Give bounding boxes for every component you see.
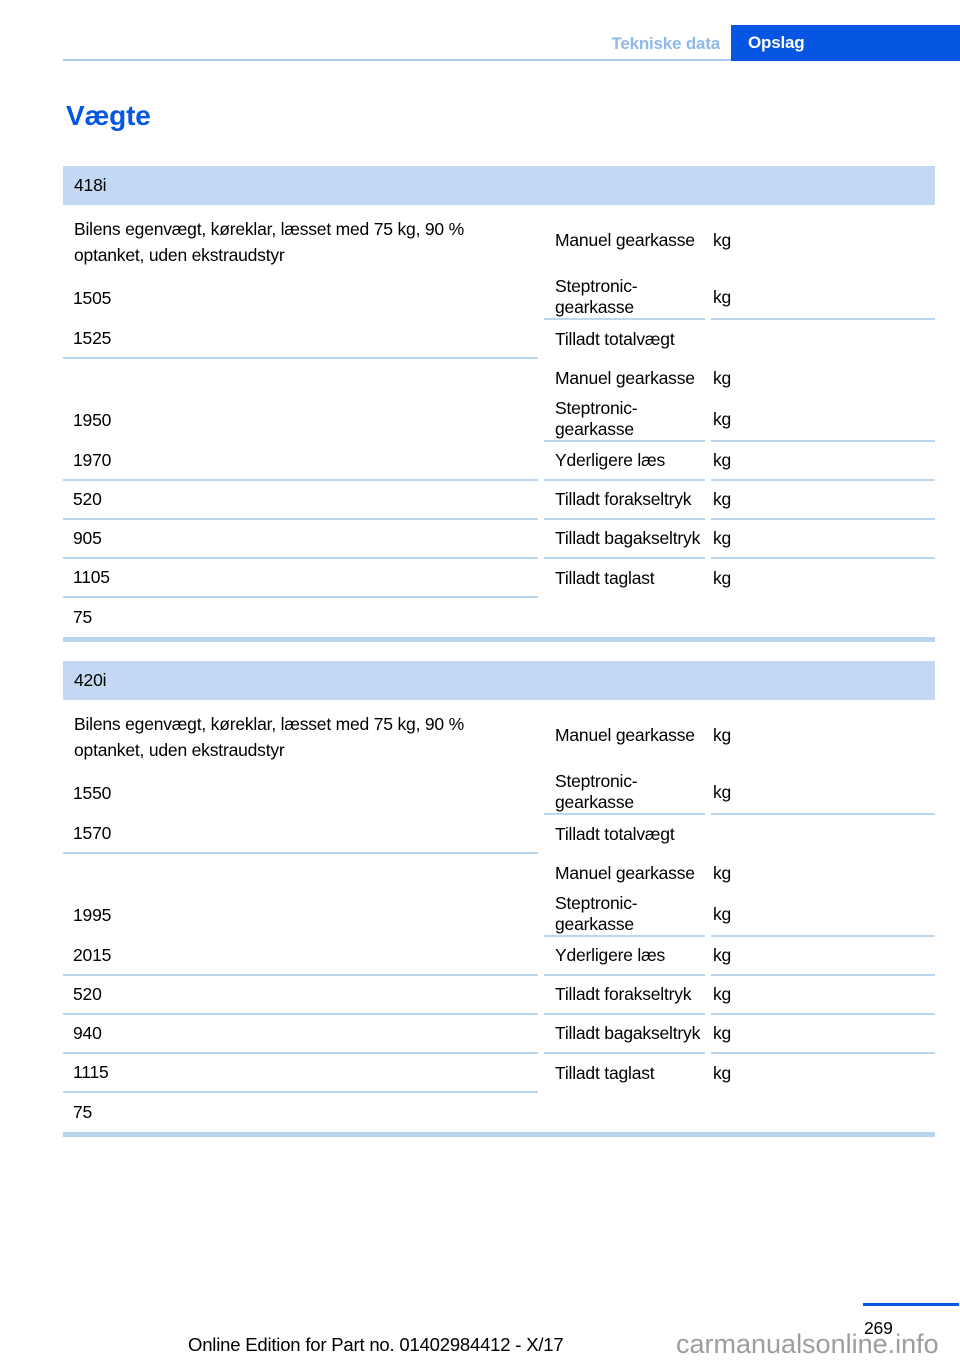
table-bottom-rule: [63, 637, 935, 642]
table-row-label: Tilladt taglast: [555, 568, 655, 588]
table-row-value: 2015: [63, 937, 538, 976]
table-section-label: Tilladt totalvægt: [555, 824, 675, 844]
header-divider: [63, 59, 731, 61]
table-row-label: Tilladt taglast: [555, 1063, 655, 1083]
table-row-value: 1570: [63, 815, 538, 854]
table-row-value: 1525: [63, 320, 538, 359]
table-row-label: Steptronic-gearkasse: [544, 771, 705, 815]
table-row-value: 940: [63, 1015, 538, 1054]
table-row-label: Yderligere læs: [544, 937, 705, 976]
table-row-label: Manuel gearkasse: [555, 230, 695, 250]
table-row-unit: [711, 815, 935, 854]
table-row-value: 1970: [63, 442, 538, 481]
weights-table-418i: 418i Bilens egenvægt, køreklar, læsset m…: [63, 166, 935, 642]
table-model-header: 418i: [63, 166, 935, 205]
table-row-value: 75: [73, 1102, 93, 1122]
table-row-label: Steptronic-gearkasse: [544, 276, 705, 320]
table-row-value: 1115: [63, 1054, 538, 1093]
edition-note: Online Edition for Part no. 01402984412 …: [188, 1334, 564, 1355]
table-row-unit: kg: [711, 937, 935, 976]
chapter-tab-label: Opslag: [748, 33, 805, 52]
table-row-label: Tilladt bagakseltryk: [544, 520, 705, 559]
chapter-tab: Opslag: [731, 25, 960, 61]
table-row-unit: kg: [713, 725, 732, 745]
table-description: Bilens egenvægt, køreklar, læsset med 75…: [74, 219, 464, 265]
table-row-label: Manuel gearkasse: [555, 725, 695, 745]
page-number: 269: [864, 1318, 893, 1338]
table-row-value: 520: [63, 976, 538, 1015]
table-section-label: Tilladt totalvægt: [555, 329, 675, 349]
table-row-label: Yderligere læs: [544, 442, 705, 481]
table-row-value: 905: [63, 520, 538, 559]
table-row-unit: kg: [713, 568, 732, 588]
table-row-value: 1950: [73, 409, 112, 430]
table-row-label: Steptronic-gearkasse: [544, 893, 705, 937]
table-row-value: 1105: [63, 559, 538, 598]
table-row-unit: kg: [713, 230, 732, 250]
table-row-unit: kg: [711, 442, 935, 481]
page-number-rule: [863, 1303, 959, 1306]
table-row-label: Tilladt forakseltryk: [544, 481, 705, 520]
table-row-value: 1550: [73, 782, 112, 803]
table-row-unit: kg: [711, 520, 935, 559]
table-row-value: [63, 854, 538, 893]
table-row-label: Manuel gearkasse: [555, 368, 695, 388]
table-row-unit: kg: [713, 368, 732, 388]
table-row-value: 520: [63, 481, 538, 520]
table-row-unit: kg: [711, 398, 935, 442]
table-row-value: 1505: [73, 287, 112, 308]
table-row-unit: kg: [713, 1063, 732, 1083]
table-row-label: Tilladt forakseltryk: [544, 976, 705, 1015]
table-row-unit: kg: [711, 976, 935, 1015]
table-row-label: Tilladt bagakseltryk: [544, 1015, 705, 1054]
weights-table-420i: 420i Bilens egenvægt, køreklar, læsset m…: [63, 661, 935, 1137]
page-title: Vægte: [66, 100, 151, 131]
table-description: Bilens egenvægt, køreklar, læsset med 75…: [74, 714, 464, 760]
watermark: carmanualsonline.info: [676, 1329, 939, 1359]
table-row-unit: kg: [711, 481, 935, 520]
table-row-unit: kg: [711, 1015, 935, 1054]
table-row-label: Steptronic-gearkasse: [544, 398, 705, 442]
table-bottom-rule: [63, 1132, 935, 1137]
table-row-unit: kg: [711, 276, 935, 320]
table-row-unit: kg: [711, 893, 935, 937]
table-row-unit: kg: [711, 771, 935, 815]
table-row-unit: kg: [713, 863, 732, 883]
table-row-value: 1995: [73, 904, 112, 925]
table-row-label: Manuel gearkasse: [555, 863, 695, 883]
table-row-value: 75: [73, 607, 93, 627]
table-model-header: 420i: [63, 661, 935, 700]
table-row-unit: [711, 320, 935, 359]
breadcrumb-section: Tekniske data: [611, 34, 720, 53]
table-row-value: [63, 359, 538, 398]
